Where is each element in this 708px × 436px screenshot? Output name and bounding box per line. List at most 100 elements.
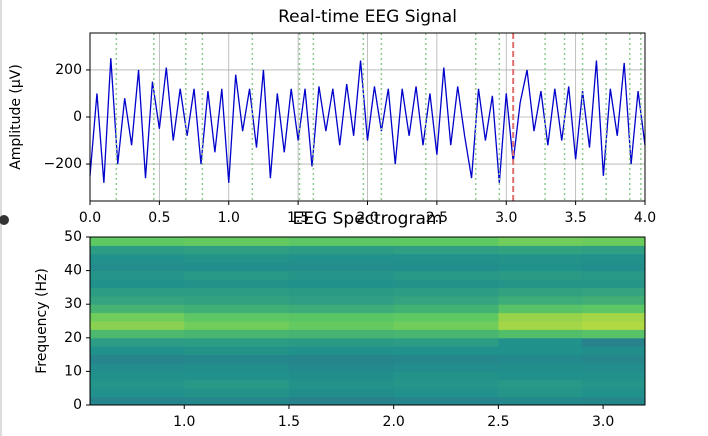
spectrogram-cell <box>184 295 290 305</box>
spectrogram-cell <box>288 346 395 356</box>
spectrogram-cell <box>393 304 499 314</box>
spectrogram-cell <box>393 346 499 356</box>
x-tick-label: 3.0 <box>592 414 614 430</box>
spectrogram-cell <box>184 321 290 330</box>
spectrogram-cell <box>582 346 646 356</box>
spectrogram-cell <box>184 354 290 364</box>
signal-line <box>89 58 646 183</box>
spectrogram-cell <box>184 279 290 288</box>
spectrogram-cell <box>498 312 583 322</box>
x-tick-label: 1.0 <box>173 414 195 430</box>
y-tick-label: 20 <box>64 330 82 346</box>
spectrogram-cell <box>582 270 646 280</box>
spectrogram-cell <box>90 388 185 398</box>
spectrogram-cell <box>90 304 185 314</box>
spectrogram-cell <box>184 388 290 398</box>
spectrogram-cell <box>393 253 499 263</box>
spectrogram-cell <box>393 237 499 246</box>
spectrogram-cell <box>184 245 290 255</box>
spectrogram-cell <box>582 396 646 406</box>
spectrogram-cell <box>582 312 646 322</box>
spectrogram-cell <box>90 262 185 272</box>
spectrogram-cell <box>184 253 290 263</box>
spectrogram-cell <box>582 329 646 339</box>
spectrogram-cell <box>90 295 185 305</box>
spectrogram-cell <box>288 388 395 398</box>
spectrogram-cell <box>498 304 583 314</box>
spectrogram-cell <box>288 295 395 305</box>
spectrogram-cell <box>288 321 395 330</box>
spectrogram-cell <box>393 371 499 381</box>
spectrogram-cell <box>582 237 646 246</box>
spectrogram-cell <box>582 354 646 364</box>
spectrogram-cell <box>393 329 499 339</box>
spectrogram-cell <box>90 245 185 255</box>
spectrogram-cell <box>582 388 646 398</box>
spectrogram-cell <box>393 245 499 255</box>
spectrogram-cell <box>582 379 646 389</box>
spectrogram-cell <box>393 279 499 288</box>
y-tick-label: 50 <box>64 229 82 245</box>
spectrogram-cell <box>393 396 499 406</box>
spectrogram-cell <box>498 253 583 263</box>
spectrogram-cell <box>184 379 290 389</box>
y-tick-label: −200 <box>44 156 82 172</box>
x-tick-label: 2.5 <box>487 414 509 430</box>
spectrogram-cell <box>90 287 185 297</box>
spectrogram-cell <box>184 371 290 381</box>
spectrogram-cell <box>393 312 499 322</box>
x-tick-label: 4.0 <box>634 210 656 226</box>
spectrogram-cell <box>498 279 583 288</box>
spectrogram-cell <box>90 363 185 372</box>
spectrogram-cell <box>582 295 646 305</box>
spectrogram-cell <box>393 321 499 330</box>
spectrogram-cell <box>184 312 290 322</box>
spectrogram-cell <box>184 363 290 372</box>
spectrogram-cell <box>393 379 499 389</box>
spectrogram-cell <box>498 346 583 356</box>
spectrogram-cell <box>498 295 583 305</box>
x-tick-label: 2.0 <box>356 210 378 226</box>
x-tick-label: 1.5 <box>278 414 300 430</box>
spectrogram-cell <box>184 346 290 356</box>
y-tick-label: 10 <box>64 363 82 379</box>
spectrogram-cell <box>288 287 395 297</box>
spectrogram-cell <box>498 287 583 297</box>
spectrogram-cell <box>184 237 290 246</box>
spectrogram-cell <box>288 245 395 255</box>
spectrogram-cell <box>90 354 185 364</box>
spectrogram-cell <box>184 304 290 314</box>
spectrogram-cell <box>498 354 583 364</box>
spectrogram-cell <box>90 379 185 389</box>
spectrogram-cell <box>184 270 290 280</box>
window-handle <box>0 215 9 225</box>
spectrogram-cell <box>582 287 646 297</box>
spectrogram-cell <box>288 396 395 406</box>
y-tick-label: 200 <box>55 62 82 78</box>
spectrogram-cell <box>90 337 185 347</box>
x-tick-label: 3.0 <box>495 210 517 226</box>
spectrogram-cell <box>90 371 185 381</box>
spectrogram-cell <box>288 253 395 263</box>
spectrogram-cell <box>582 363 646 372</box>
spectrogram-cell <box>498 396 583 406</box>
chart-title: EEG Spectrogram <box>293 209 443 229</box>
spectrogram-cell <box>184 396 290 406</box>
chart-title: Real-time EEG Signal <box>278 7 457 27</box>
spectrogram-cell <box>288 337 395 347</box>
spectrogram-cell <box>184 337 290 347</box>
spectrogram-cell <box>288 329 395 339</box>
spectrogram-cell <box>288 363 395 372</box>
spectrogram-cell <box>90 396 185 406</box>
x-tick-label: 2.0 <box>383 414 405 430</box>
spectrogram-cell <box>582 321 646 330</box>
spectrogram-cell <box>288 279 395 288</box>
spectrogram-cell <box>393 388 499 398</box>
spectrogram-cell <box>582 279 646 288</box>
spectrogram-cell <box>393 262 499 272</box>
y-tick-label: 0 <box>73 109 82 125</box>
spectrogram-cell <box>498 245 583 255</box>
spectrogram-cell <box>184 329 290 339</box>
spectrogram-cell <box>90 253 185 263</box>
spectrogram-cell <box>90 346 185 356</box>
